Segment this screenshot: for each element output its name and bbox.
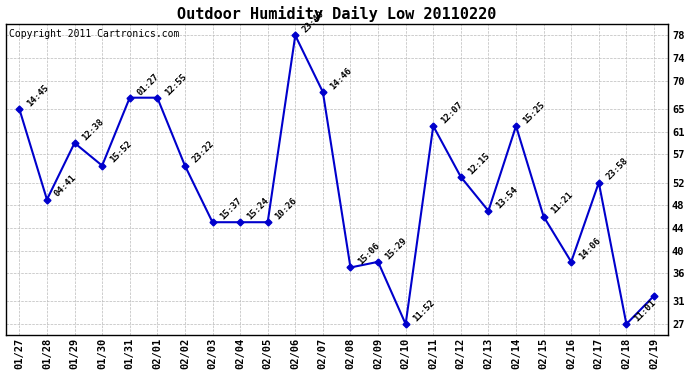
Text: 10:26: 10:26 <box>273 196 299 221</box>
Text: 23:40: 23:40 <box>301 9 326 34</box>
Text: 11:52: 11:52 <box>411 298 437 323</box>
Text: 13:54: 13:54 <box>494 185 520 210</box>
Text: 23:58: 23:58 <box>604 156 630 182</box>
Text: 15:37: 15:37 <box>218 196 244 221</box>
Text: 14:46: 14:46 <box>328 66 354 91</box>
Text: 04:41: 04:41 <box>52 173 78 199</box>
Text: 12:07: 12:07 <box>439 100 464 125</box>
Title: Outdoor Humidity Daily Low 20110220: Outdoor Humidity Daily Low 20110220 <box>177 6 496 21</box>
Text: 11:21: 11:21 <box>549 190 575 216</box>
Text: 01:27: 01:27 <box>135 72 161 97</box>
Text: 14:45: 14:45 <box>25 83 50 108</box>
Text: 12:38: 12:38 <box>80 117 106 142</box>
Text: 12:55: 12:55 <box>163 72 188 97</box>
Text: 15:52: 15:52 <box>108 140 133 165</box>
Text: 15:06: 15:06 <box>356 242 382 267</box>
Text: 15:29: 15:29 <box>384 236 409 261</box>
Text: 15:25: 15:25 <box>522 100 547 125</box>
Text: 23:22: 23:22 <box>190 140 216 165</box>
Text: 15:24: 15:24 <box>246 196 271 221</box>
Text: 11:01: 11:01 <box>632 298 658 323</box>
Text: 14:06: 14:06 <box>577 236 602 261</box>
Text: Copyright 2011 Cartronics.com: Copyright 2011 Cartronics.com <box>9 29 179 39</box>
Text: 12:15: 12:15 <box>466 151 492 176</box>
